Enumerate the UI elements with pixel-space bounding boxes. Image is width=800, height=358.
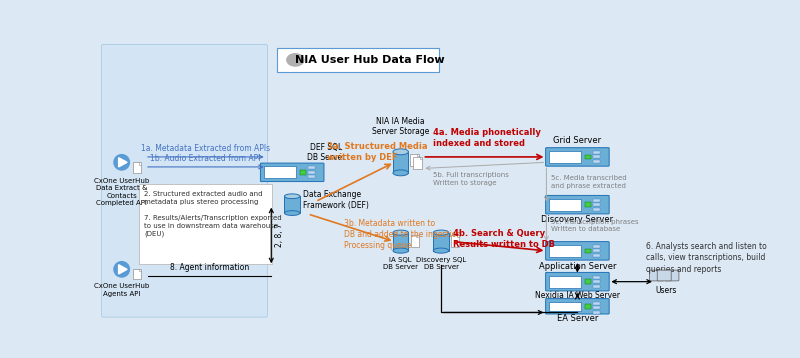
FancyBboxPatch shape bbox=[285, 196, 300, 213]
FancyBboxPatch shape bbox=[593, 203, 600, 206]
FancyBboxPatch shape bbox=[308, 166, 315, 169]
FancyBboxPatch shape bbox=[593, 306, 600, 309]
FancyBboxPatch shape bbox=[451, 235, 459, 247]
FancyBboxPatch shape bbox=[593, 249, 600, 252]
Ellipse shape bbox=[393, 170, 409, 176]
Text: Nexidia IA Web Server: Nexidia IA Web Server bbox=[535, 291, 620, 300]
Text: 2. Structured extracted audio and
metadata plus stereo processing

7. Results/Al: 2. Structured extracted audio and metada… bbox=[144, 191, 282, 237]
FancyBboxPatch shape bbox=[308, 171, 315, 174]
Text: CxOne UserHub
Data Extract &
Contacts
Completed API: CxOne UserHub Data Extract & Contacts Co… bbox=[94, 178, 150, 206]
FancyBboxPatch shape bbox=[585, 304, 591, 309]
FancyBboxPatch shape bbox=[261, 163, 324, 182]
FancyBboxPatch shape bbox=[410, 154, 419, 166]
FancyBboxPatch shape bbox=[665, 270, 679, 281]
FancyBboxPatch shape bbox=[593, 208, 600, 211]
Text: 8. Agent information: 8. Agent information bbox=[170, 263, 250, 272]
FancyBboxPatch shape bbox=[434, 233, 449, 251]
FancyBboxPatch shape bbox=[414, 157, 422, 169]
Text: Discovery SQL
DB Server: Discovery SQL DB Server bbox=[416, 257, 466, 270]
Text: 6. Analysts search and listen to
calls, view transcriptions, build
queries and r: 6. Analysts search and listen to calls, … bbox=[646, 242, 766, 274]
FancyBboxPatch shape bbox=[593, 302, 600, 305]
Ellipse shape bbox=[434, 248, 449, 253]
Ellipse shape bbox=[393, 149, 409, 155]
FancyBboxPatch shape bbox=[549, 198, 581, 211]
FancyBboxPatch shape bbox=[593, 245, 600, 248]
FancyBboxPatch shape bbox=[549, 302, 581, 311]
Text: 4b. Search & Query
Results written to DB: 4b. Search & Query Results written to DB bbox=[454, 229, 555, 250]
Text: Grid Server: Grid Server bbox=[554, 136, 602, 145]
FancyBboxPatch shape bbox=[549, 276, 581, 288]
FancyBboxPatch shape bbox=[549, 245, 581, 257]
Text: Discovery Server: Discovery Server bbox=[542, 216, 614, 224]
Text: 5c. Transcription phrases
Written to database: 5c. Transcription phrases Written to dat… bbox=[551, 218, 638, 232]
Ellipse shape bbox=[434, 230, 449, 235]
FancyBboxPatch shape bbox=[593, 311, 600, 314]
FancyBboxPatch shape bbox=[546, 148, 609, 166]
Text: NIA User Hub Data Flow: NIA User Hub Data Flow bbox=[295, 55, 445, 65]
FancyBboxPatch shape bbox=[300, 170, 306, 175]
FancyBboxPatch shape bbox=[593, 151, 600, 154]
FancyBboxPatch shape bbox=[393, 152, 409, 173]
Text: CxOne UserHub
Agents API: CxOne UserHub Agents API bbox=[94, 283, 150, 297]
FancyBboxPatch shape bbox=[546, 242, 609, 260]
FancyBboxPatch shape bbox=[277, 48, 439, 72]
Ellipse shape bbox=[393, 248, 409, 253]
FancyBboxPatch shape bbox=[263, 166, 296, 179]
Ellipse shape bbox=[285, 211, 300, 216]
Circle shape bbox=[114, 262, 130, 277]
FancyBboxPatch shape bbox=[585, 248, 591, 253]
Text: 1b. Audio Extracted from API: 1b. Audio Extracted from API bbox=[150, 154, 261, 163]
FancyBboxPatch shape bbox=[138, 184, 272, 264]
Text: Users: Users bbox=[655, 286, 677, 295]
FancyBboxPatch shape bbox=[102, 44, 267, 317]
FancyBboxPatch shape bbox=[546, 272, 609, 291]
FancyBboxPatch shape bbox=[593, 285, 600, 288]
FancyBboxPatch shape bbox=[593, 160, 600, 163]
Text: Application Server: Application Server bbox=[538, 262, 616, 271]
FancyBboxPatch shape bbox=[410, 235, 418, 247]
FancyBboxPatch shape bbox=[593, 254, 600, 257]
Text: 2, 8, 7: 2, 8, 7 bbox=[275, 223, 284, 247]
FancyBboxPatch shape bbox=[546, 299, 609, 314]
Polygon shape bbox=[118, 265, 127, 274]
Text: DEF SQL
DB Server: DEF SQL DB Server bbox=[307, 143, 346, 162]
Text: 5c. Media transcribed
and phrase extracted: 5c. Media transcribed and phrase extract… bbox=[551, 175, 626, 189]
Circle shape bbox=[114, 155, 130, 170]
Text: 3b. Metadata written to
DB and added to the ingestion
Processing queue: 3b. Metadata written to DB and added to … bbox=[344, 218, 462, 250]
FancyBboxPatch shape bbox=[658, 270, 671, 281]
FancyBboxPatch shape bbox=[650, 270, 663, 281]
Text: 3a. Structured Media
written by DEF: 3a. Structured Media written by DEF bbox=[327, 141, 427, 161]
Text: Data Exchange
Framework (DEF): Data Exchange Framework (DEF) bbox=[303, 190, 369, 210]
Text: EA Server: EA Server bbox=[557, 314, 598, 323]
FancyBboxPatch shape bbox=[308, 175, 315, 179]
FancyBboxPatch shape bbox=[134, 162, 141, 173]
FancyBboxPatch shape bbox=[585, 155, 591, 159]
FancyBboxPatch shape bbox=[393, 233, 409, 251]
FancyBboxPatch shape bbox=[593, 276, 600, 279]
FancyBboxPatch shape bbox=[546, 195, 609, 214]
Text: 1a. Metadata Extracted from APIs: 1a. Metadata Extracted from APIs bbox=[141, 144, 270, 153]
FancyBboxPatch shape bbox=[585, 279, 591, 284]
FancyBboxPatch shape bbox=[593, 280, 600, 283]
Text: 5b. Full transcriptions
Written to storage: 5b. Full transcriptions Written to stora… bbox=[434, 172, 509, 186]
Ellipse shape bbox=[393, 230, 409, 235]
Text: NIA IA Media
Server Storage: NIA IA Media Server Storage bbox=[372, 117, 430, 136]
Polygon shape bbox=[118, 158, 127, 167]
FancyBboxPatch shape bbox=[585, 202, 591, 207]
Ellipse shape bbox=[285, 194, 300, 199]
FancyBboxPatch shape bbox=[134, 268, 141, 279]
Ellipse shape bbox=[286, 54, 304, 66]
Text: IA SQL
DB Server: IA SQL DB Server bbox=[383, 257, 418, 270]
Text: 4a. Media phonetically
indexed and stored: 4a. Media phonetically indexed and store… bbox=[434, 128, 541, 148]
FancyBboxPatch shape bbox=[593, 155, 600, 159]
FancyBboxPatch shape bbox=[593, 198, 600, 202]
FancyBboxPatch shape bbox=[549, 151, 581, 163]
